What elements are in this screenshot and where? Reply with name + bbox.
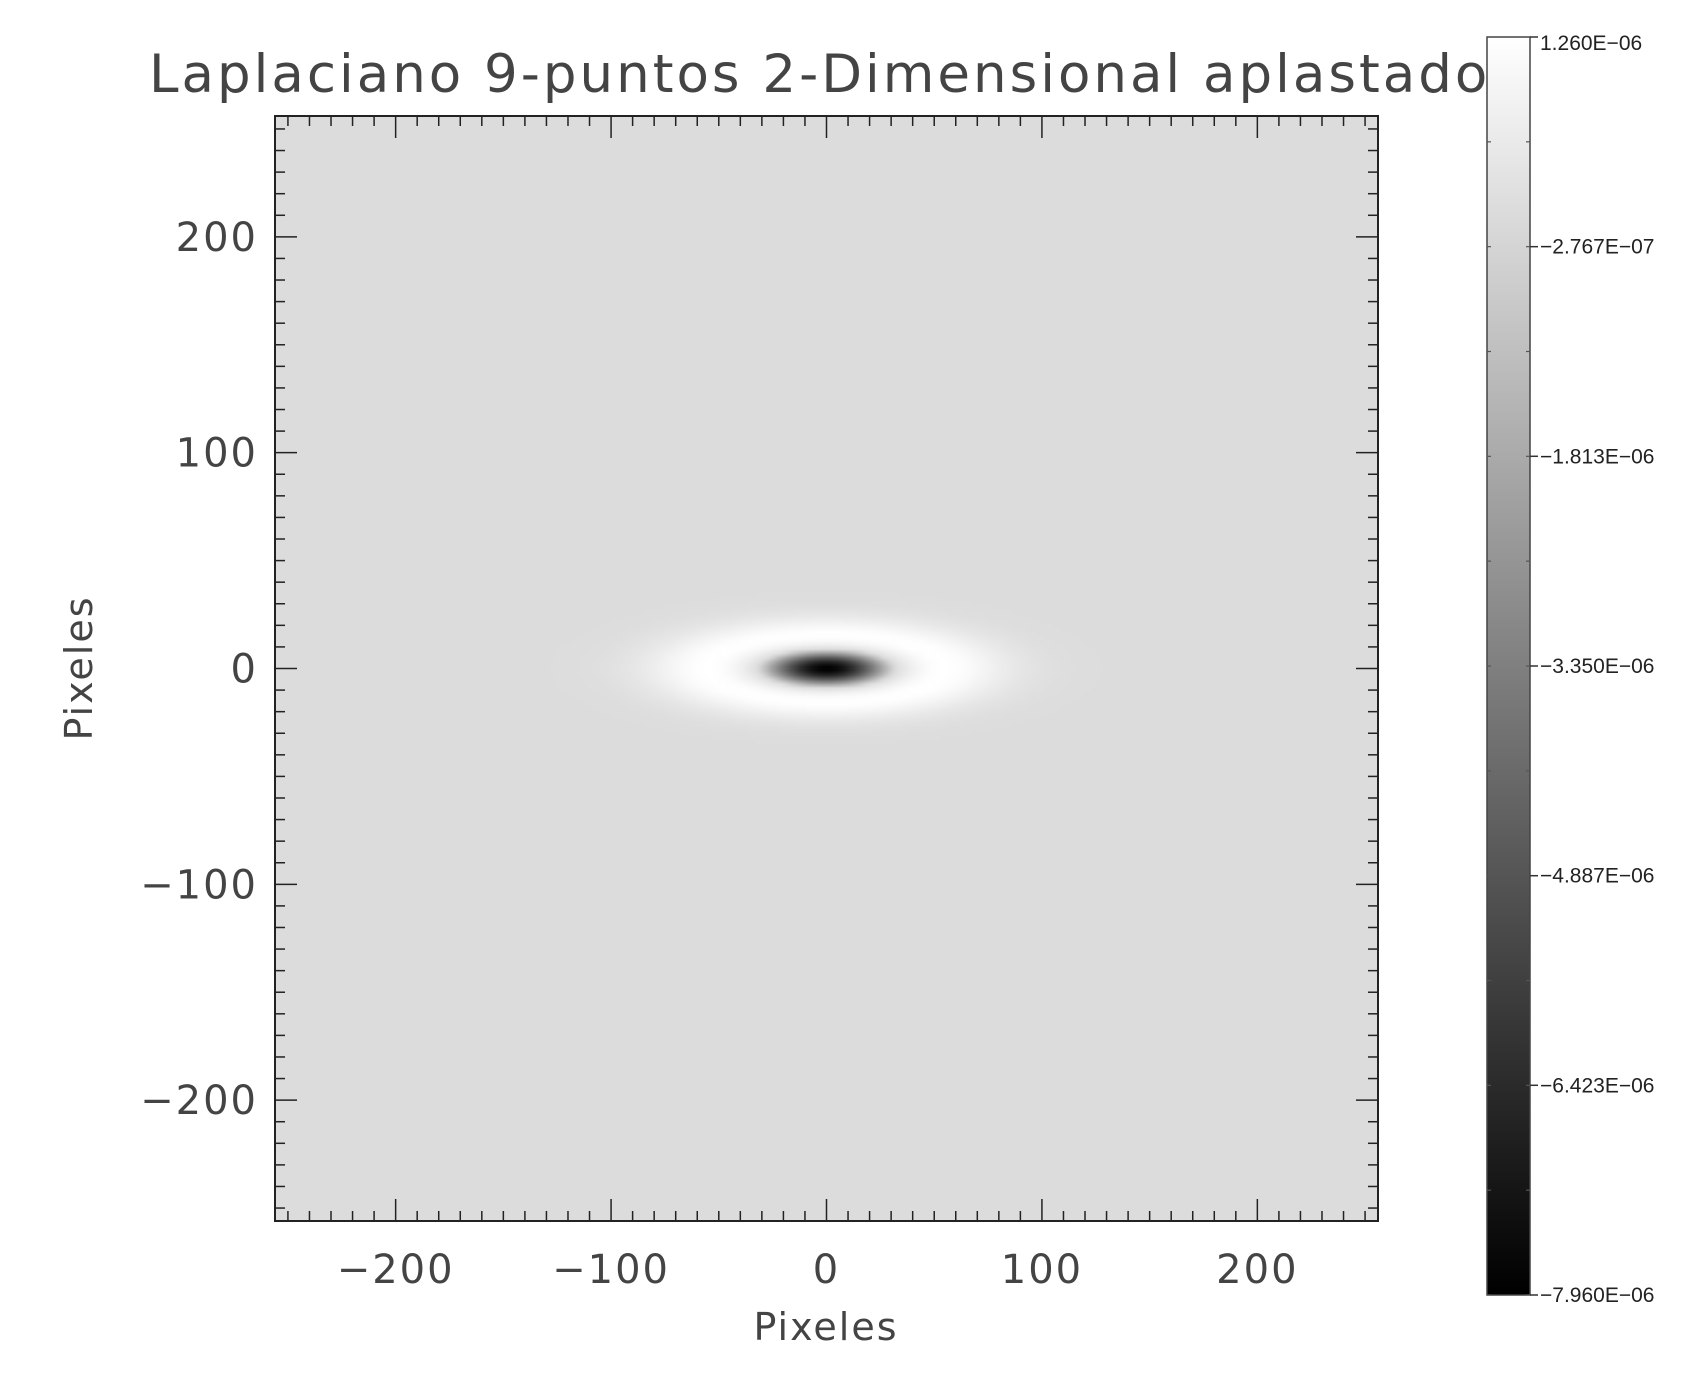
colorbar-tick-label: 1.260E−06 <box>1540 32 1642 55</box>
x-tick-label: −100 <box>552 1247 670 1293</box>
y-tick-label: 100 <box>176 431 258 477</box>
y-tick-label: −100 <box>140 862 258 908</box>
y-axis-label: Pixeles <box>57 595 101 740</box>
x-tick-label: 0 <box>813 1247 840 1293</box>
x-axis-tick-labels: −200 −100 0 100 200 <box>337 1247 1298 1293</box>
colorbar-tick-label: −3.350E−06 <box>1540 655 1654 678</box>
y-tick-label: −200 <box>140 1078 258 1124</box>
plot-area <box>274 115 1379 1222</box>
colorbar-gradient <box>1486 36 1531 1296</box>
colorbar: 1.260E−06 −2.767E−07 −1.813E−06 −3.350E−06 −… <box>1486 32 1654 1307</box>
y-tick-label: 200 <box>176 215 258 261</box>
colorbar-tick-label: −6.423E−06 <box>1540 1074 1654 1097</box>
chart-title: Laplaciano 9-puntos 2-Dimensional aplast… <box>149 44 1490 105</box>
colorbar-tick-label: −1.813E−06 <box>1540 445 1654 468</box>
colorbar-tick-label: −4.887E−06 <box>1540 865 1654 888</box>
heatmap-image <box>275 116 1378 1221</box>
colorbar-tick-label: −7.960E−06 <box>1540 1284 1654 1307</box>
x-tick-label: −200 <box>337 1247 455 1293</box>
x-tick-label: 200 <box>1216 1247 1298 1293</box>
x-axis-ticks <box>287 116 1366 1221</box>
x-axis-label: Pixeles <box>753 1305 898 1349</box>
y-axis-tick-labels: −200 −100 0 100 200 <box>140 215 258 1124</box>
colorbar-ticks <box>1487 36 1538 1296</box>
colorbar-tick-label: −2.767E−07 <box>1540 236 1654 259</box>
x-tick-label: 100 <box>1001 1247 1083 1293</box>
y-axis-ticks <box>275 128 1378 1209</box>
y-tick-label: 0 <box>231 647 258 693</box>
colorbar-tick-labels: 1.260E−06 −2.767E−07 −1.813E−06 −3.350E−06 −… <box>1540 32 1654 1307</box>
